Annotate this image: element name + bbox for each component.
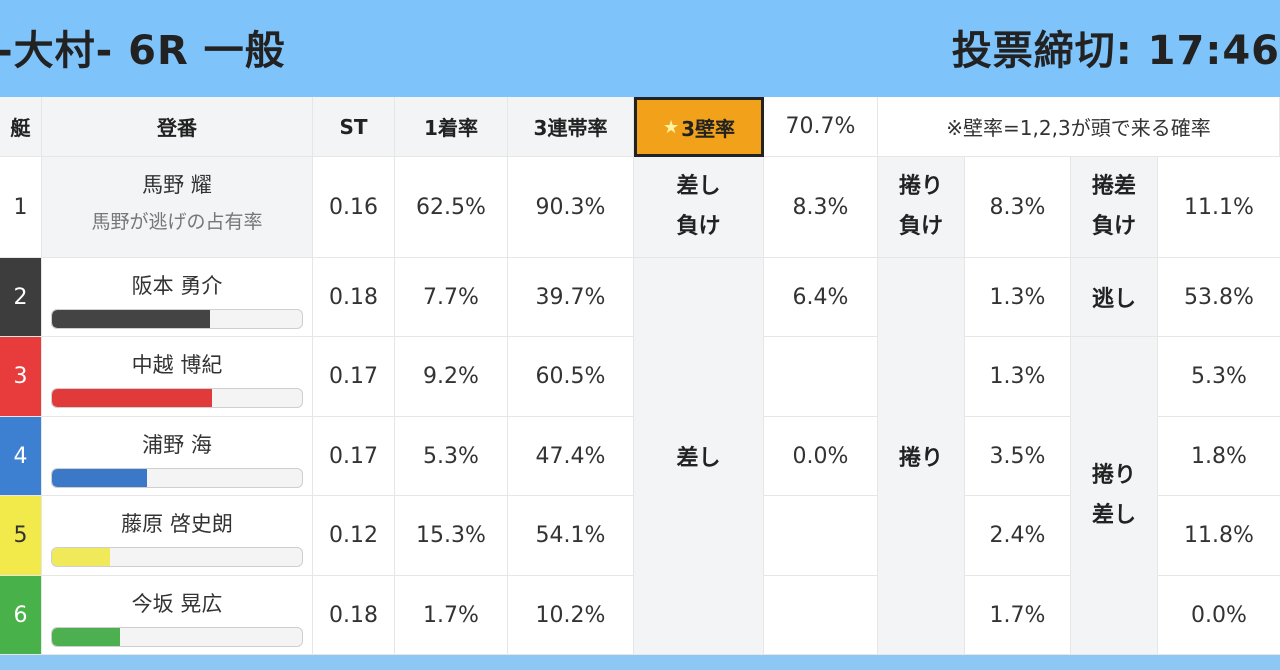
rate-bar — [51, 388, 303, 408]
rate-bar-fill — [52, 469, 147, 487]
top3-rate-value: 39.7% — [508, 258, 634, 337]
makurizashi-make-label: 捲差 負け — [1071, 157, 1158, 258]
kabe-value-cell: 8.3% — [764, 157, 878, 258]
st-value: 0.18 — [313, 576, 395, 655]
kabe-value-cell: 11.1% — [1158, 157, 1280, 258]
racer-name: 馬野 耀 — [142, 173, 212, 197]
col-st: ST — [313, 97, 395, 157]
first-rate-value: 9.2% — [395, 337, 508, 417]
rate-bar — [51, 468, 303, 488]
sashi-make-label: 差し 負け — [634, 157, 764, 258]
empty-cell — [764, 576, 878, 655]
rate-bar-fill — [52, 310, 210, 328]
kabe-value-cell: 0.0% — [1158, 576, 1280, 655]
escape-share-label: 馬野が逃げの占有率 — [91, 211, 263, 233]
rate-bar — [51, 309, 303, 329]
kabe-value-cell: 2.4% — [965, 496, 1071, 576]
footer-bar — [0, 655, 1280, 670]
kabe-value: 70.7% — [764, 97, 878, 157]
top3-rate-value: 90.3% — [508, 157, 634, 258]
col-boat: 艇 — [0, 97, 42, 157]
sashi-label: 差し — [634, 258, 764, 655]
racer-cell: 中越 博紀 — [42, 337, 313, 417]
label-line: 捲り — [1091, 462, 1136, 488]
kabe-value-cell: 1.7% — [965, 576, 1071, 655]
top3-rate-value: 47.4% — [508, 417, 634, 496]
col-first-rate: 1着率 — [395, 97, 508, 157]
empty-cell — [764, 496, 878, 576]
voting-deadline: 投票締切: 17:46 — [951, 28, 1280, 74]
boat-number: 2 — [0, 258, 42, 337]
label-line: 負け — [898, 214, 943, 239]
kabe-value-cell: 53.8% — [1158, 258, 1280, 337]
st-value: 0.17 — [313, 417, 395, 496]
st-value: 0.17 — [313, 337, 395, 417]
kabe-value-cell: 1.3% — [965, 258, 1071, 337]
first-rate-value: 15.3% — [395, 496, 508, 576]
label-line: 捲差 — [1091, 174, 1136, 199]
st-value: 0.12 — [313, 496, 395, 576]
first-rate-value: 62.5% — [395, 157, 508, 258]
kabe-value-cell: 3.5% — [965, 417, 1071, 496]
kabe-value-cell: 5.3% — [1158, 337, 1280, 417]
label-line: 負け — [1091, 214, 1136, 239]
kabe-value-cell: 8.3% — [965, 157, 1071, 258]
racer-name: 今坂 晃広 — [131, 592, 223, 616]
racer-name: 藤原 啓史朗 — [121, 512, 233, 536]
label-line: 捲り — [898, 174, 943, 199]
race-title: -大村- 6R 一般 — [0, 28, 286, 74]
header-bar: -大村- 6R 一般 投票締切: 17:46 — [0, 0, 1280, 97]
first-rate-value: 5.3% — [395, 417, 508, 496]
top3-rate-value: 54.1% — [508, 496, 634, 576]
kabe-value-cell: 0.0% — [764, 417, 878, 496]
nigashi-label: 逃し — [1071, 258, 1158, 337]
rate-bar — [51, 627, 303, 647]
top3-rate-value: 60.5% — [508, 337, 634, 417]
col-name: 登番 — [42, 97, 313, 157]
boat-number: 1 — [0, 157, 42, 258]
kabe-value-cell: 11.8% — [1158, 496, 1280, 576]
racer-cell: 藤原 啓史朗 — [42, 496, 313, 576]
st-value: 0.18 — [313, 258, 395, 337]
kabe-value-cell: 6.4% — [764, 258, 878, 337]
racer-name: 阪本 勇介 — [131, 274, 223, 298]
col-kabe-rate[interactable]: ★ 3壁率 — [634, 97, 764, 157]
boat-number: 4 — [0, 417, 42, 496]
first-rate-value: 7.7% — [395, 258, 508, 337]
makuri-make-label: 捲り 負け — [878, 157, 965, 258]
kabe-value-cell: 1.8% — [1158, 417, 1280, 496]
boat-number: 6 — [0, 576, 42, 655]
racer-name: 浦野 海 — [142, 433, 212, 457]
st-value: 0.16 — [313, 157, 395, 258]
star-icon: ★ — [662, 116, 680, 138]
racer-cell: 浦野 海 — [42, 417, 313, 496]
label-line: 差し — [676, 174, 721, 199]
racer-cell: 阪本 勇介 — [42, 258, 313, 337]
label-line: 差し — [1091, 502, 1136, 528]
first-rate-value: 1.7% — [395, 576, 508, 655]
race-table: 艇 登番 ST 1着率 3連帯率 ★ 3壁率 70.7% ※壁率=1,2,3が頭で… — [0, 97, 1280, 655]
kabe-label: 3壁率 — [681, 116, 736, 141]
rate-bar-fill — [52, 389, 212, 407]
top3-rate-value: 10.2% — [508, 576, 634, 655]
racer-name: 中越 博紀 — [131, 353, 223, 377]
label-line: 負け — [676, 214, 721, 239]
col-top3-rate: 3連帯率 — [508, 97, 634, 157]
empty-cell — [764, 337, 878, 417]
kabe-value-cell: 1.3% — [965, 337, 1071, 417]
rate-bar-fill — [52, 628, 120, 646]
racer-cell: 馬野 耀 馬野が逃げの占有率 — [42, 157, 313, 258]
boat-number: 5 — [0, 496, 42, 576]
racer-cell: 今坂 晃広 — [42, 576, 313, 655]
rate-bar — [51, 547, 303, 567]
makurizashi-label: 捲り 差し — [1071, 337, 1158, 655]
makuri-label: 捲り — [878, 258, 965, 655]
kabe-note: ※壁率=1,2,3が頭で来る確率 — [878, 97, 1280, 157]
rate-bar-fill — [52, 548, 110, 566]
boat-number: 3 — [0, 337, 42, 417]
